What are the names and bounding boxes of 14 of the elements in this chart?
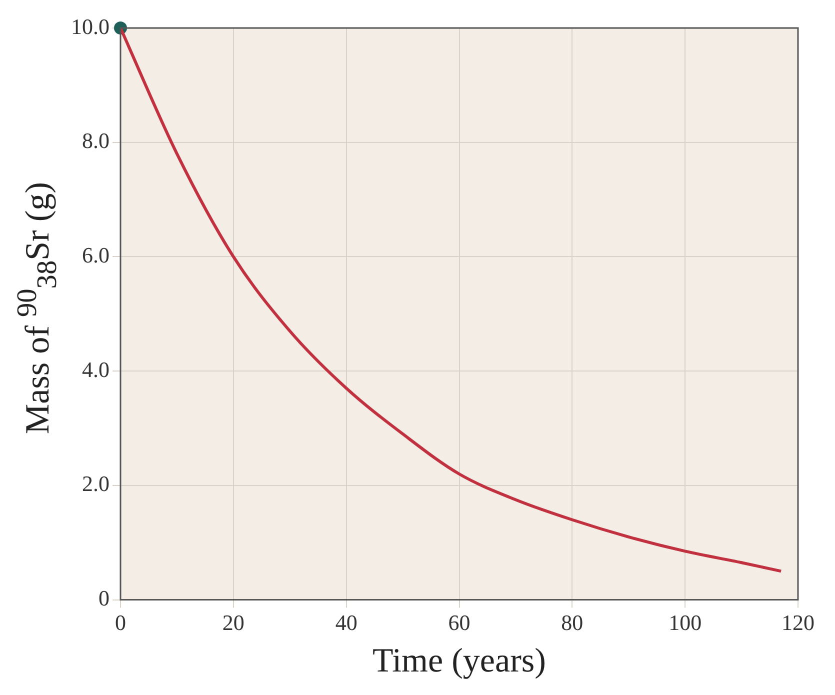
x-axis-title: Time (years)	[372, 642, 546, 680]
x-tick-label: 20	[222, 610, 244, 635]
x-tick-label: 0	[115, 610, 126, 635]
y-tick-label: 10.0	[71, 14, 110, 39]
y-tick-label: 4.0	[82, 356, 110, 382]
x-tick-label: 40	[335, 610, 358, 635]
x-tick-label: 120	[782, 610, 814, 635]
y-tick-label: 8.0	[82, 128, 110, 154]
x-tick-label: 100	[668, 610, 702, 635]
y-tick-label: 6.0	[82, 242, 110, 268]
y-tick-label: 2.0	[82, 471, 110, 496]
y-tick-label: 0	[98, 586, 110, 611]
x-tick-label: 80	[561, 610, 584, 635]
x-tick-label: 60	[448, 610, 470, 635]
